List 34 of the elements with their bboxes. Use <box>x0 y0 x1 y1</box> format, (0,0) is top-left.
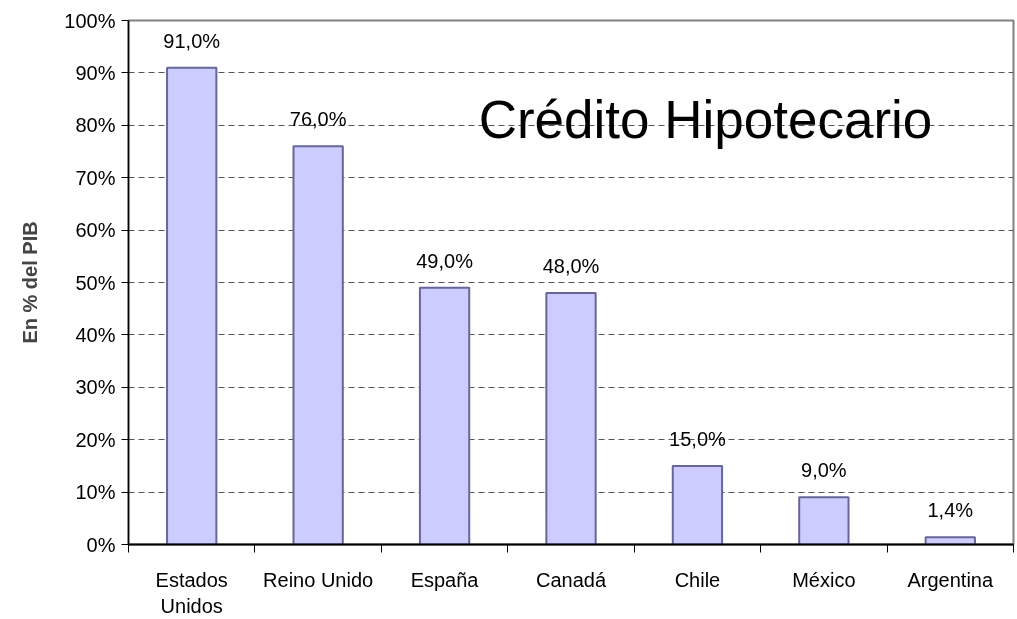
text: Crédito Hipotecario <box>478 90 933 150</box>
data-label: 9,0% <box>801 459 847 482</box>
bar <box>671 464 724 545</box>
y-tick-label: 30% <box>75 376 116 399</box>
x-tick-label: Reino Unido <box>263 568 374 591</box>
data-label: 1,4% <box>927 499 974 522</box>
y-tick-label: 10% <box>75 481 116 504</box>
y-tick-label: 70% <box>75 166 116 189</box>
x-tick-label: Argentina <box>907 568 994 591</box>
bar <box>292 145 344 545</box>
x-tick-label: Estados Unidos <box>155 568 228 617</box>
y-tick-label: 60% <box>75 219 116 242</box>
y-tick-label: 0% <box>86 533 116 556</box>
x-tick-label: España <box>410 568 480 591</box>
y-axis-title: En % del PIB <box>19 221 42 344</box>
data-label: 76,0% <box>289 108 347 131</box>
bar <box>166 66 218 545</box>
y-tick-label: 90% <box>75 61 116 84</box>
data-label: 15,0% <box>669 427 726 450</box>
bar <box>924 536 976 545</box>
bar <box>545 291 597 545</box>
y-tick-label: 80% <box>75 114 116 137</box>
y-tick-label: 50% <box>75 271 116 294</box>
data-label: 91,0% <box>163 29 221 52</box>
x-tick-label: México <box>792 568 856 591</box>
bar <box>418 286 471 545</box>
y-tick-label: 40% <box>75 323 116 346</box>
data-label: 49,0% <box>416 249 474 272</box>
bar <box>798 496 850 545</box>
data-label: 48,0% <box>542 254 600 277</box>
y-tick-label: 20% <box>75 428 116 451</box>
x-tick-label: Canadá <box>535 568 607 591</box>
x-tick-label: Chile <box>674 568 721 591</box>
y-tick-label: 100% <box>64 9 116 32</box>
